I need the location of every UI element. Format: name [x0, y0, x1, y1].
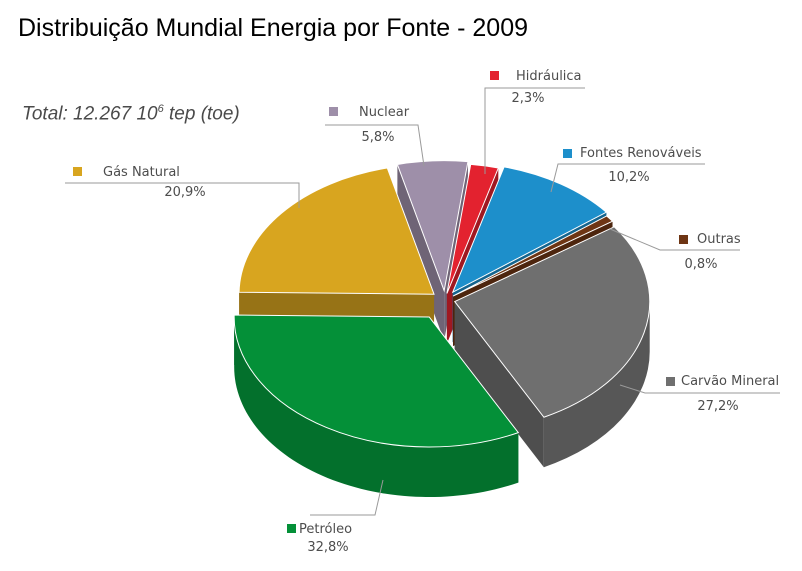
- slice-percent-label: 2,3%: [511, 91, 544, 106]
- legend-swatch: [287, 524, 296, 533]
- slice-name-label: Nuclear: [359, 105, 410, 120]
- chart-title: Distribuição Mundial Energia por Fonte -…: [18, 14, 528, 42]
- leader-line: [325, 124, 425, 167]
- pie-slice-3: [453, 226, 651, 418]
- slice-name-label: Carvão Mineral: [681, 374, 779, 389]
- leader-line: [609, 228, 740, 251]
- pie-slice-5: [238, 167, 435, 295]
- pie-slice-1: [451, 166, 608, 294]
- pie-slice-6: [396, 160, 469, 293]
- legend-swatch: [666, 377, 675, 386]
- slice-name-label: Outras: [697, 232, 741, 247]
- total-prefix: Total: 12.267 10: [22, 103, 158, 125]
- slice-percent-label: 20,9%: [164, 185, 205, 200]
- total-exponent: 6: [157, 103, 164, 115]
- slice-name-label: Gás Natural: [103, 165, 180, 180]
- slice-percent-label: 0,8%: [684, 257, 717, 272]
- leader-line: [65, 182, 300, 208]
- slice-percent-label: 5,8%: [361, 130, 394, 145]
- pie-slice-4: [233, 314, 520, 448]
- legend-swatch: [490, 71, 499, 80]
- slice-name-label: Petróleo: [299, 522, 352, 537]
- slice-side-wall: [234, 316, 519, 497]
- slice-percent-label: 27,2%: [697, 399, 738, 414]
- total-suffix: tep (toe): [163, 103, 240, 125]
- slice-percent-label: 32,8%: [307, 540, 348, 555]
- leader-line: [619, 384, 780, 394]
- slice-cut-wall: [454, 301, 544, 468]
- legend-swatch: [73, 167, 82, 176]
- slice-name-label: Hidráulica: [516, 69, 582, 84]
- slice-side-wall: [543, 301, 650, 468]
- legend-swatch: [329, 107, 338, 116]
- leader-line: [484, 87, 585, 174]
- slice-percent-label: 10,2%: [608, 170, 649, 185]
- legend-swatch: [563, 149, 572, 158]
- legend-swatch: [679, 235, 688, 244]
- leader-line: [550, 163, 705, 193]
- total-note: Total: 12.267 106 tep (toe): [22, 103, 240, 125]
- leader-line: [310, 479, 384, 516]
- slice-name-label: Fontes Renováveis: [580, 146, 702, 161]
- pie-slice-2: [452, 215, 614, 297]
